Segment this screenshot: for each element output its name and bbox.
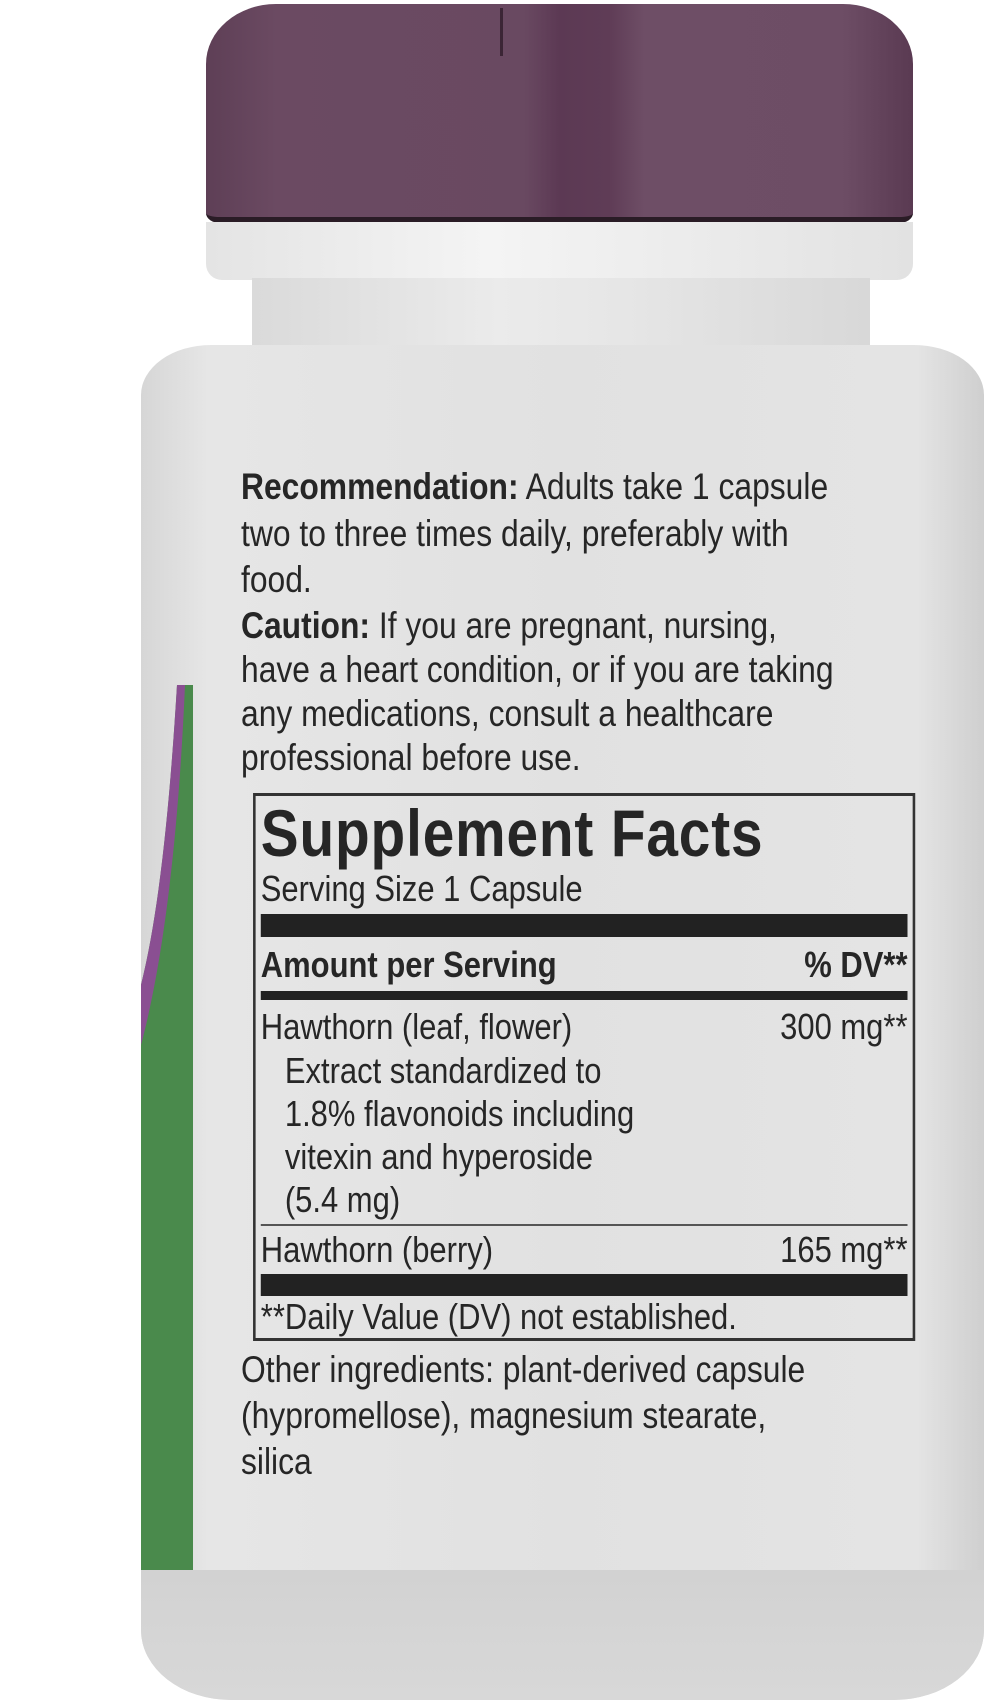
caution-line: Caution: If you are pregnant, nursing,	[241, 604, 777, 648]
caution-line: professional before use.	[241, 737, 581, 778]
recommendation-label: Recommendation:	[241, 466, 519, 507]
ingredient-amount: 300 mg**	[780, 1006, 908, 1047]
ingredient-detail: vitexin and hyperoside	[284, 1136, 593, 1177]
other-ingredients-line: silica	[241, 1441, 312, 1482]
ingredient-detail: 1.8% flavonoids including	[284, 1093, 635, 1134]
label-stripe	[141, 685, 193, 1570]
recommendation-line: two to three times daily, preferably wit…	[241, 513, 789, 554]
label-text: Recommendation: Adults take 1 capsule tw…	[241, 0, 918, 1708]
ingredient-name: Hawthorn (berry)	[260, 1229, 494, 1270]
caution-line: have a heart condition, or if you are ta…	[241, 649, 834, 690]
recommendation-line: Recommendation: Adults take 1 capsule	[241, 465, 828, 509]
bottle-collar	[206, 222, 913, 280]
divider-thin	[260, 1224, 908, 1226]
text: Adults take 1 capsule	[518, 466, 829, 507]
bottle-body	[141, 345, 984, 1700]
text: If you are pregnant, nursing,	[370, 605, 777, 646]
recommendation-line: food.	[241, 559, 312, 600]
divider-thick	[260, 914, 908, 937]
ingredient-amount: 165 mg**	[780, 1229, 908, 1270]
header-amount: Amount per Serving	[260, 944, 557, 985]
serving-size: Serving Size 1 Capsule	[260, 868, 583, 909]
other-ingredients-line: (hypromellose), magnesium stearate,	[241, 1395, 767, 1436]
header-dv: % DV**	[804, 944, 908, 985]
supplement-facts-panel: Supplement Facts Serving Size 1 Capsule …	[253, 793, 916, 1341]
facts-title: Supplement Facts	[260, 796, 764, 870]
caution-label: Caution:	[241, 605, 371, 646]
ingredient-detail: Extract standardized to	[284, 1050, 602, 1091]
bottle-cap	[206, 4, 913, 223]
divider-thick	[260, 1274, 908, 1296]
caution-line: any medications, consult a healthcare	[241, 693, 774, 734]
other-ingredients-line: Other ingredients: plant-derived capsule	[241, 1349, 806, 1390]
bottle-neck	[252, 278, 870, 358]
label-bottom-edge	[141, 1570, 984, 1700]
dv-footnote: **Daily Value (DV) not established.	[260, 1296, 737, 1337]
ingredient-name: Hawthorn (leaf, flower)	[260, 1006, 573, 1047]
divider-medium	[260, 991, 908, 1000]
cap-seam	[500, 8, 503, 56]
ingredient-detail: (5.4 mg)	[284, 1179, 401, 1220]
